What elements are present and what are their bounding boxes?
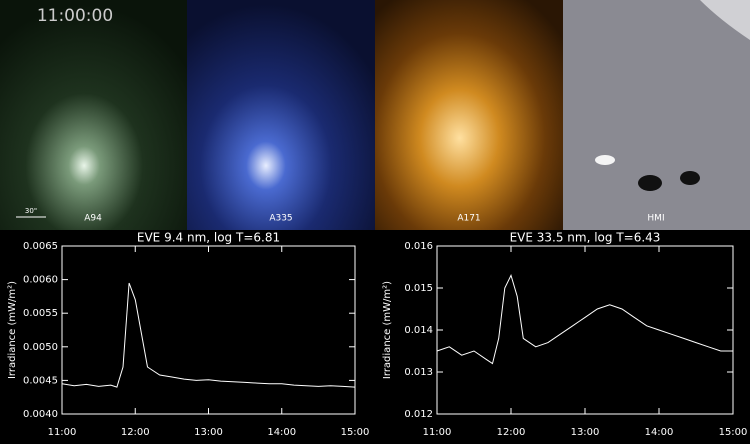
timestamp: 11:00:00 (37, 6, 113, 26)
y-tick-label: 0.0065 (23, 241, 58, 252)
x-tick-label: 14:00 (267, 427, 296, 438)
x-tick-label: 11:00 (423, 427, 452, 438)
hmi-spot (680, 171, 700, 185)
scale-label: 30" (25, 207, 37, 215)
y-tick-label: 0.012 (404, 409, 433, 420)
panel-label: HMI (647, 214, 664, 224)
x-tick-label: 13:00 (571, 427, 600, 438)
y-tick-label: 0.0050 (23, 342, 58, 353)
y-tick-label: 0.0060 (23, 275, 58, 286)
y-tick-label: 0.0045 (23, 375, 58, 386)
y-tick-label: 0.0055 (23, 308, 58, 319)
y-tick-label: 0.013 (404, 367, 433, 378)
hmi-image (563, 0, 750, 230)
panel-label: A335 (269, 214, 292, 224)
hmi-spot (638, 175, 662, 191)
x-tick-label: 14:00 (645, 427, 674, 438)
hmi-limb (700, 0, 750, 40)
y-axis-title: Irradiance (mW/m²) (382, 281, 393, 379)
x-tick-label: 11:00 (48, 427, 77, 438)
image-panels: 11:00:00 30" A94 A335 A171 HMI (0, 0, 750, 230)
y-tick-label: 0.015 (404, 283, 433, 294)
y-tick-label: 0.014 (404, 325, 433, 336)
panel-label: A94 (84, 214, 102, 224)
chart-title: EVE 9.4 nm, log T=6.81 (137, 231, 280, 245)
y-tick-label: 0.016 (404, 241, 433, 252)
x-tick-label: 15:00 (719, 427, 748, 438)
y-axis-title: Irradiance (mW/m²) (7, 281, 18, 379)
a94-image (0, 0, 187, 230)
plot-frame (61, 245, 356, 415)
x-tick-label: 15:00 (341, 427, 370, 438)
data-line (436, 274, 733, 365)
x-tick-label: 13:00 (194, 427, 223, 438)
a335-image (187, 0, 375, 230)
a171-image (375, 0, 563, 230)
x-tick-label: 12:00 (121, 427, 150, 438)
chart-title: EVE 33.5 nm, log T=6.43 (510, 231, 661, 245)
x-tick-label: 12:00 (497, 427, 526, 438)
hmi-spot (595, 155, 615, 165)
y-tick-label: 0.0040 (23, 409, 58, 420)
plot-frame (436, 245, 734, 415)
data-line (61, 282, 356, 388)
panel-label: A171 (457, 214, 480, 224)
